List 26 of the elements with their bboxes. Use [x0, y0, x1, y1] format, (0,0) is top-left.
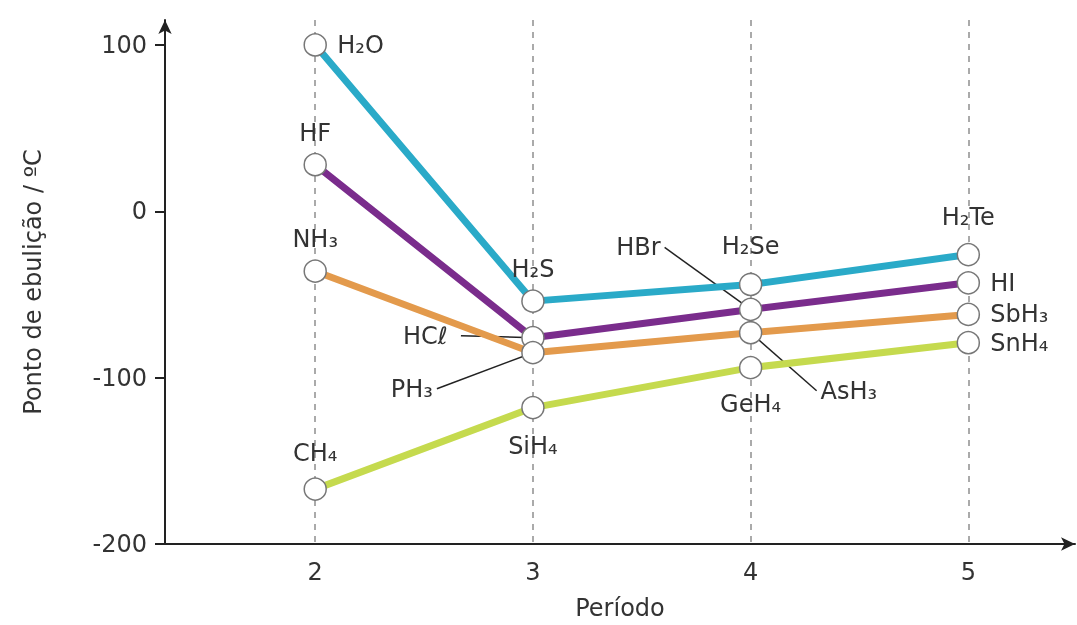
annotation: HBr — [616, 233, 661, 262]
y-tick-label: 100 — [101, 30, 147, 59]
y-tick-label: 0 — [131, 197, 147, 226]
annotation: PH₃ — [390, 374, 433, 403]
annotation: H₂Te — [941, 202, 995, 231]
annotation: HCℓ — [402, 321, 448, 350]
y-tick-label: -200 — [92, 530, 147, 558]
y-axis-title: Ponto de ebulição / ºC — [19, 149, 47, 415]
annotation: HI — [990, 268, 1016, 297]
annotation: H₂Se — [721, 232, 780, 261]
annotation: NH₃ — [292, 225, 339, 254]
annotation: CH₄ — [293, 439, 338, 468]
annotation: H₂O — [337, 30, 384, 59]
x-tick-label: 3 — [525, 558, 541, 586]
x-tick-label: 2 — [307, 558, 323, 586]
annotation: AsH₃ — [820, 376, 878, 405]
x-tick-label: 5 — [960, 558, 976, 586]
x-axis-title: Período — [575, 594, 665, 622]
annotation: HF — [299, 118, 332, 147]
annotation: GeH₄ — [720, 389, 782, 418]
annotation: H₂S — [511, 255, 555, 284]
x-tick-label: 4 — [742, 558, 759, 586]
annotation: SiH₄ — [508, 431, 558, 460]
annotation: SnH₄ — [990, 328, 1049, 357]
y-tick-label: -100 — [92, 363, 147, 392]
annotation: SbH₃ — [990, 300, 1049, 329]
